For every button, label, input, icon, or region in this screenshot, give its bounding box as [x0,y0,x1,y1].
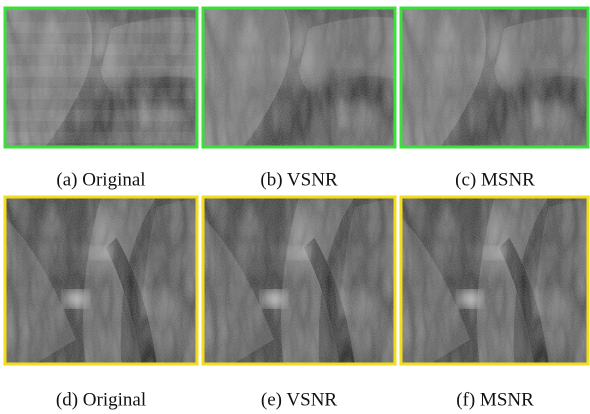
image-border [399,6,590,149]
stripe-artifacts [5,8,197,147]
image [203,197,395,364]
caption: (a) Original [56,169,145,190]
image-border [3,195,199,366]
caption: (f) MSNR [456,389,534,410]
image [401,8,588,147]
image [5,197,197,364]
panel-d: (d) Original [3,195,199,410]
panel-c: (c) MSNR [399,6,590,190]
image-border [201,6,397,149]
caption: (c) MSNR [455,169,535,190]
panel-a: (a) Original [3,6,199,190]
image [203,8,395,147]
panel-e: (e) VSNR [201,195,397,410]
image-border [201,195,397,366]
caption: (d) Original [56,389,146,410]
image-border [399,195,590,366]
caption: (e) VSNR [261,389,338,410]
caption: (b) VSNR [260,169,338,190]
panel-b: (b) VSNR [201,6,397,190]
image [401,197,588,364]
panel-f: (f) MSNR [399,195,590,410]
image-border [3,6,199,149]
